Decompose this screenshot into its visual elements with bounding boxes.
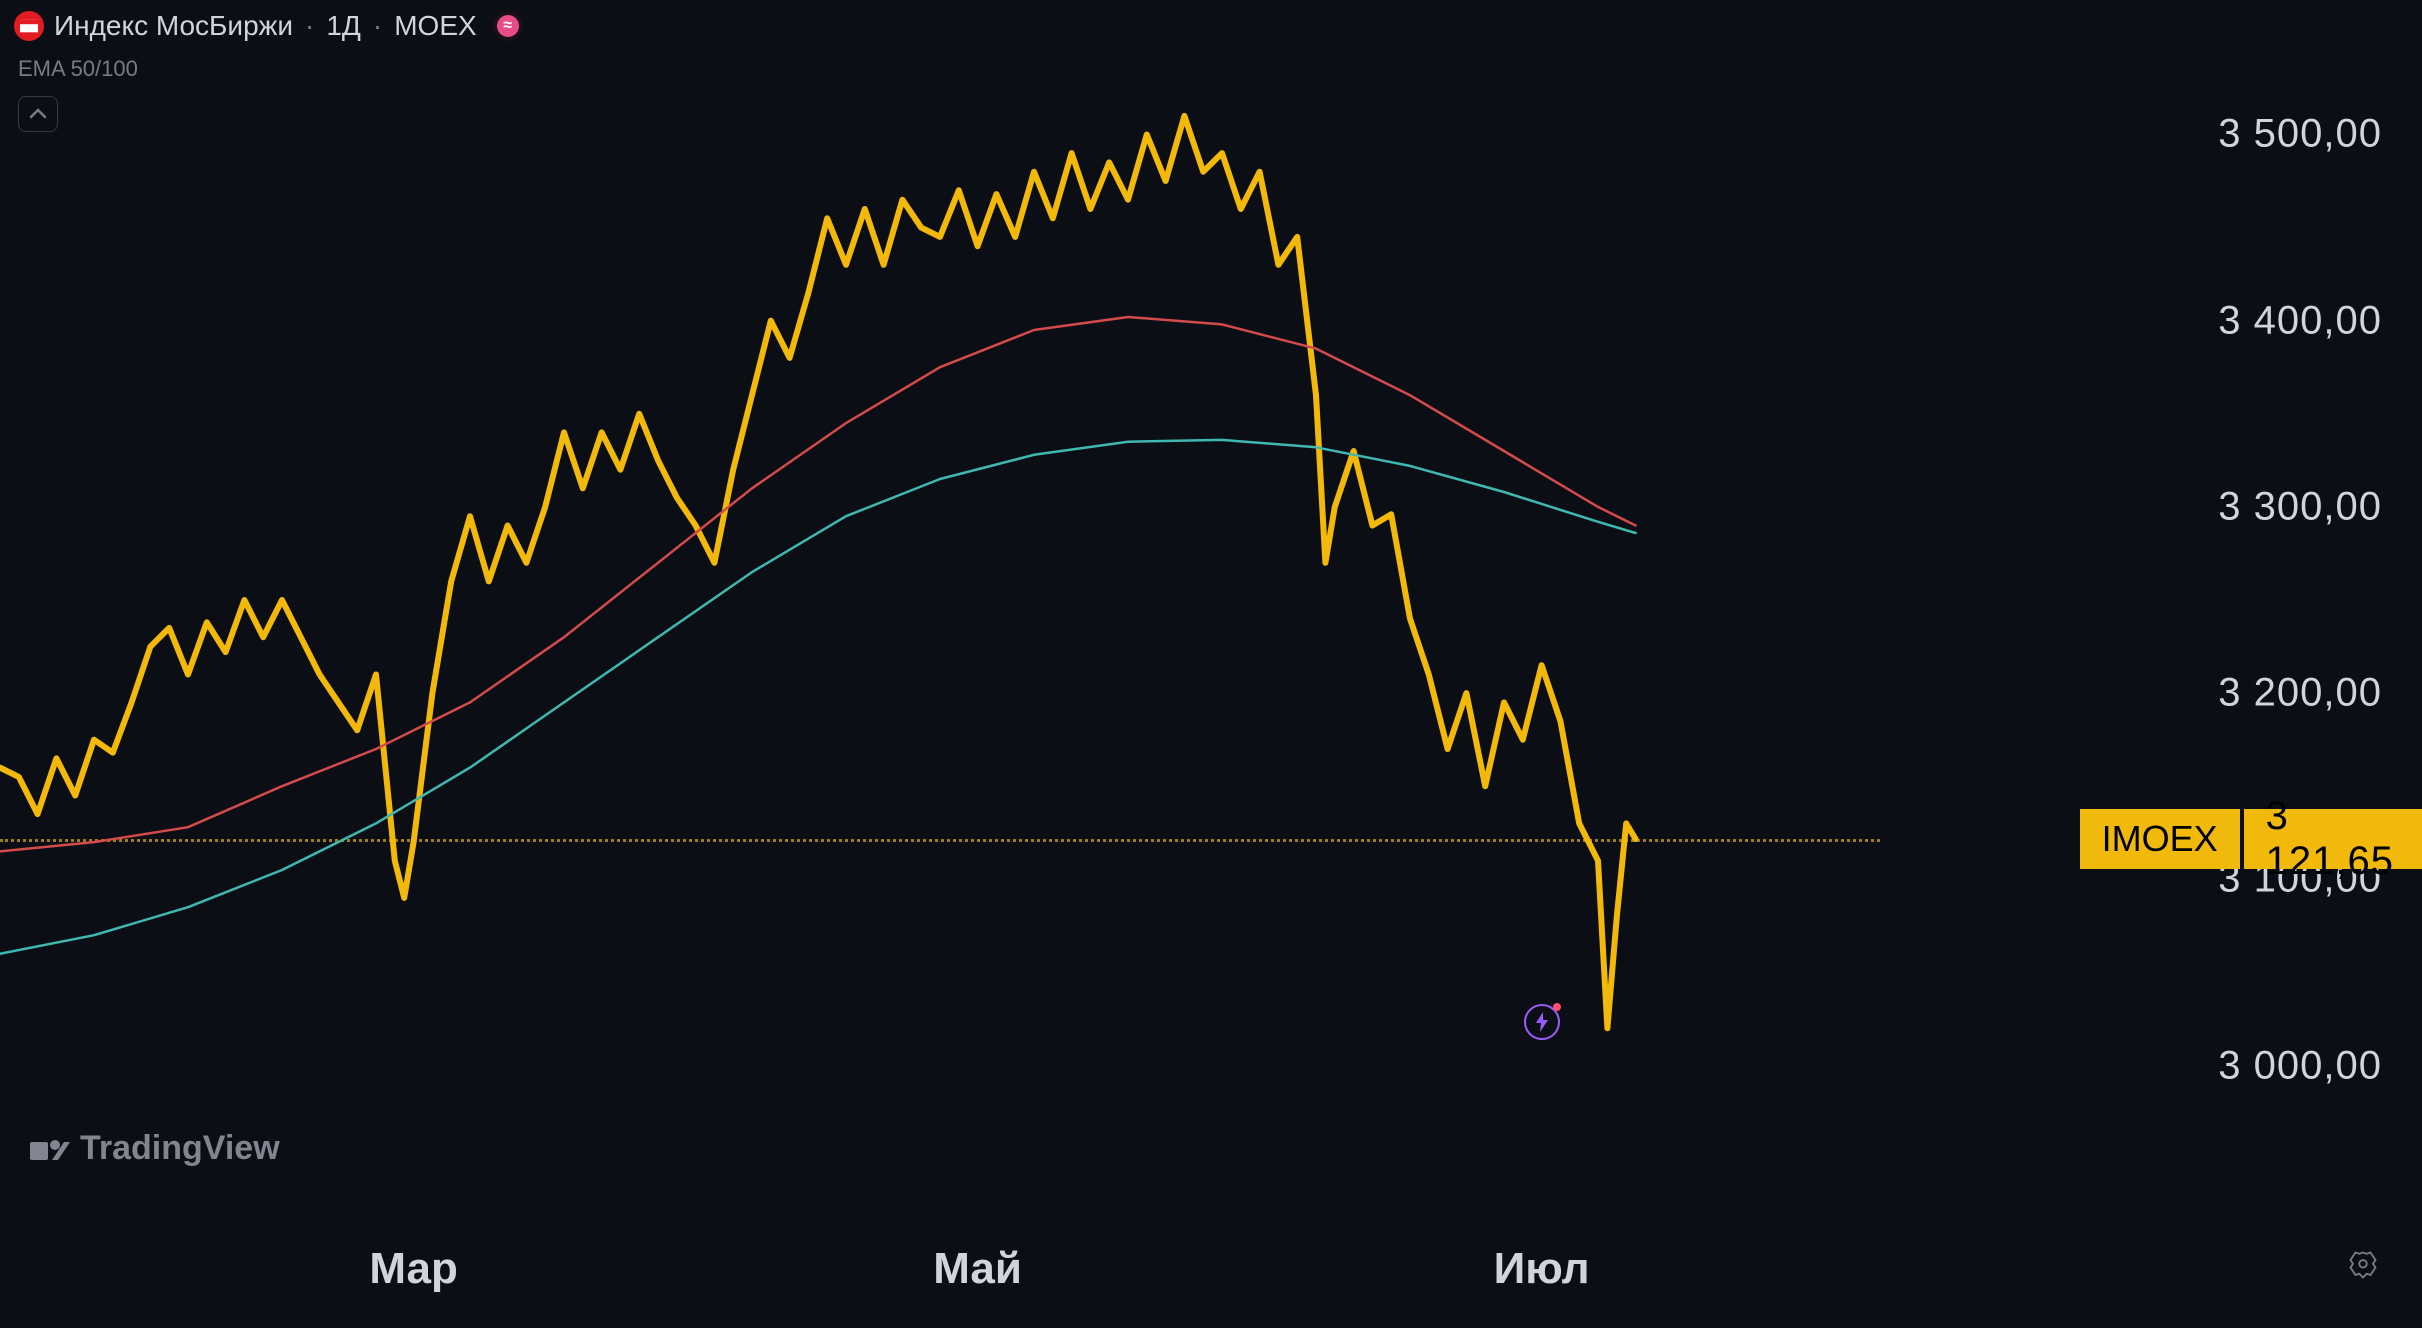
y-axis[interactable]: 3 500,003 400,003 300,003 200,003 100,00… <box>2162 0 2422 1180</box>
chart-pane[interactable] <box>0 0 1880 1180</box>
price-tag-value: 3 121,65 <box>2244 809 2422 869</box>
chart-settings-icon[interactable] <box>2348 1250 2378 1280</box>
price-tag-symbol: IMOEX <box>2080 809 2244 869</box>
y-tick-label: 3 300,00 <box>2218 484 2382 529</box>
tradingview-logo-icon <box>30 1134 70 1164</box>
price-chart-svg <box>0 0 1880 1180</box>
y-tick-label: 3 500,00 <box>2218 112 2382 157</box>
tradingview-logo: TradingView <box>30 1129 280 1168</box>
x-tick-label: Июл <box>1494 1244 1590 1294</box>
x-axis[interactable]: Мар Май Июл <box>0 1208 1880 1328</box>
x-tick-label: Май <box>933 1244 1022 1294</box>
flash-alert-icon[interactable] <box>1524 1004 1560 1040</box>
y-tick-label: 3 400,00 <box>2218 298 2382 343</box>
current-price-tag[interactable]: IMOEX 3 121,65 <box>2080 809 2422 869</box>
series-price <box>0 116 1636 1028</box>
y-tick-label: 3 200,00 <box>2218 671 2382 716</box>
y-tick-label: 3 000,00 <box>2218 1043 2382 1088</box>
tradingview-logo-text: TradingView <box>80 1129 280 1168</box>
series-ema50 <box>0 317 1636 851</box>
x-tick-label: Мар <box>369 1244 458 1294</box>
chart-root: Индекс МосБиржи · 1Д · MOEX ≈ EMA 50/100… <box>0 0 2422 1328</box>
